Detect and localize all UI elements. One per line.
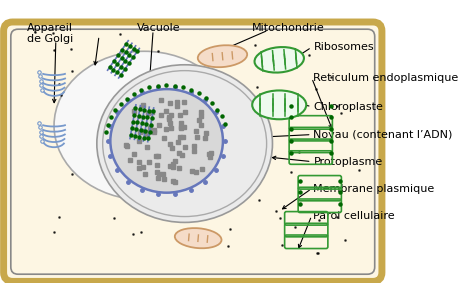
FancyBboxPatch shape [4,22,382,281]
Text: Chloroplaste: Chloroplaste [313,102,383,112]
Text: Appareil
de Golgi: Appareil de Golgi [27,23,73,44]
Text: Vacuole: Vacuole [137,23,181,33]
Ellipse shape [198,45,247,67]
Text: Paroi cellulaire: Paroi cellulaire [313,211,395,221]
Ellipse shape [175,228,221,248]
Ellipse shape [97,65,273,222]
Text: Mitochondrie: Mitochondrie [252,23,325,33]
Ellipse shape [54,51,234,200]
Text: Membrane plasmique: Membrane plasmique [313,184,435,194]
Text: Protoplasme: Protoplasme [313,157,383,167]
Ellipse shape [255,47,304,73]
Text: Noyau (contenant l’ADN): Noyau (contenant l’ADN) [313,130,453,139]
Text: Reticulum endoplasmique: Reticulum endoplasmique [313,73,459,83]
Ellipse shape [110,89,223,193]
Text: Ribosomes: Ribosomes [313,42,374,52]
Ellipse shape [252,91,306,119]
